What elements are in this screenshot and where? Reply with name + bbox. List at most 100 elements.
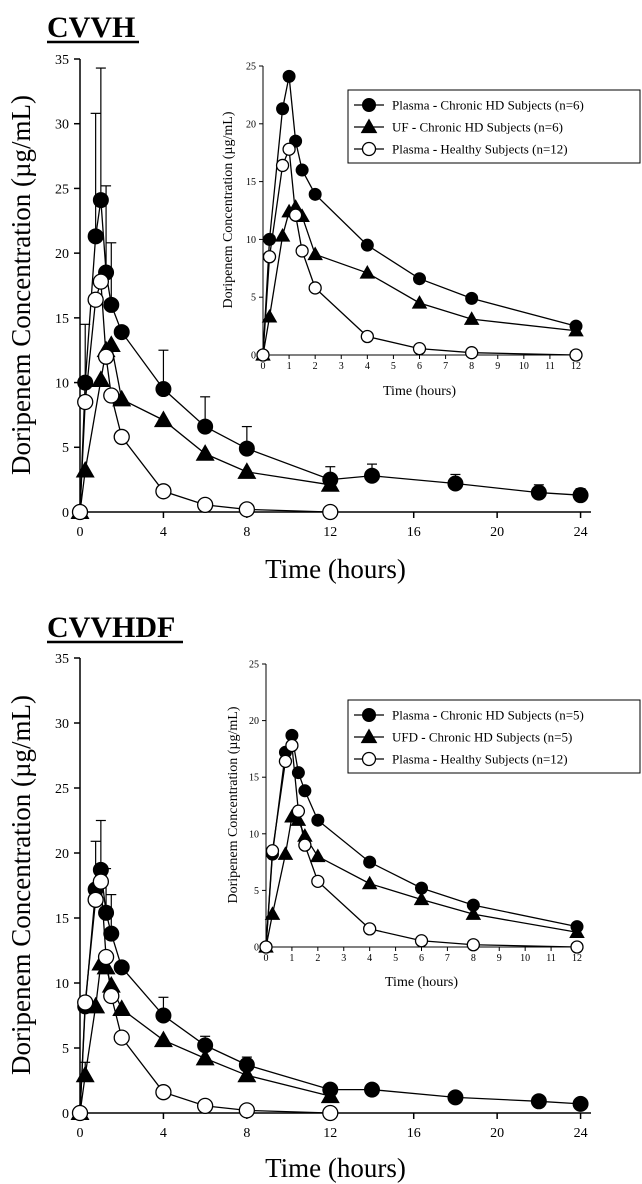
- data-point: [570, 940, 584, 954]
- data-point: [311, 813, 325, 827]
- data-point: [91, 370, 111, 387]
- y-axis-label: Doripenem Concentration (µg/mL): [221, 111, 236, 308]
- y-axis-label: Doripenem Concentration (µg/mL): [6, 695, 36, 1075]
- data-point: [322, 503, 339, 521]
- data-point: [262, 250, 277, 264]
- x-tick-label: 2: [315, 953, 320, 964]
- data-point: [103, 296, 120, 313]
- data-point: [97, 348, 115, 365]
- data-point: [308, 187, 322, 201]
- data-point: [87, 228, 104, 245]
- x-tick-label: 0: [77, 1126, 84, 1141]
- data-point: [92, 273, 110, 290]
- data-point: [465, 291, 479, 305]
- data-point: [197, 418, 214, 435]
- data-point: [463, 311, 480, 325]
- legend: Plasma - Chronic HD Subjects (n=5)UFD - …: [347, 699, 641, 774]
- legend-marker: [360, 118, 378, 134]
- data-point: [288, 208, 303, 222]
- y-tick-label: 5: [62, 1042, 69, 1057]
- data-point: [256, 348, 270, 362]
- data-point: [71, 1104, 89, 1122]
- y-tick-label: 0: [62, 1107, 69, 1122]
- series-0: [72, 819, 589, 1121]
- x-tick-label: 16: [407, 1126, 421, 1141]
- legend-entry: Plasma - Chronic HD Subjects (n=6): [354, 98, 584, 113]
- data-point: [322, 1104, 339, 1122]
- data-point: [274, 228, 291, 242]
- y-tick-label: 25: [246, 62, 256, 73]
- data-point: [237, 462, 257, 479]
- y-tick-label: 20: [246, 119, 256, 130]
- series-line: [79, 343, 331, 513]
- legend-marker: [362, 98, 376, 112]
- x-tick-label: 7: [445, 953, 450, 964]
- data-point: [360, 238, 374, 252]
- legend-label-group: Chronic HD Subjects (n=5): [429, 730, 572, 745]
- data-point: [75, 1065, 95, 1083]
- y-tick-label: 0: [254, 943, 259, 954]
- data-point: [77, 994, 94, 1011]
- data-point: [291, 804, 306, 818]
- legend-entry: Plasma - Chronic HD Subjects (n=5): [354, 708, 584, 723]
- x-tick-label: 1: [287, 361, 292, 372]
- data-point: [195, 444, 215, 461]
- x-tick-label: 8: [243, 525, 250, 540]
- data-point: [411, 295, 428, 309]
- x-tick-label: 5: [391, 361, 396, 372]
- x-axis-label: Time (hours): [383, 384, 456, 399]
- data-point: [465, 906, 482, 920]
- data-point: [259, 940, 273, 954]
- data-point: [295, 163, 309, 177]
- series-2: [256, 142, 583, 362]
- x-tick-label: 9: [495, 361, 500, 372]
- data-point: [465, 346, 479, 360]
- y-tick-label: 20: [249, 716, 259, 727]
- legend-label: Plasma - Healthy Subjects (n=12): [392, 752, 568, 767]
- data-point: [263, 232, 277, 246]
- data-point: [92, 873, 110, 890]
- data-point: [98, 904, 115, 921]
- x-tick-label: 12: [323, 1126, 337, 1141]
- panel-title: CVVH: [47, 11, 135, 44]
- data-point: [71, 503, 89, 521]
- x-tick-label: 9: [497, 953, 502, 964]
- data-point: [320, 475, 340, 492]
- legend-label-group: Chronic HD Subjects (n=5): [440, 708, 583, 723]
- data-point: [413, 272, 426, 286]
- series-2: [259, 738, 584, 954]
- data-point: [103, 925, 120, 942]
- x-tick-label: 4: [160, 1126, 167, 1141]
- data-point: [282, 142, 296, 156]
- legend-marker: [360, 728, 378, 744]
- x-tick-label: 11: [545, 361, 555, 372]
- series-line: [262, 148, 577, 356]
- series-1: [70, 335, 340, 519]
- x-tick-label: 6: [417, 361, 422, 372]
- legend-label: Plasma - Chronic HD Subjects (n=6): [392, 98, 584, 113]
- legend-separator: -: [430, 142, 441, 157]
- legend-label-sample: Plasma: [392, 752, 430, 767]
- x-tick-label: 12: [571, 361, 581, 372]
- data-point: [75, 460, 95, 478]
- x-tick-label: 1: [289, 953, 294, 964]
- legend-marker: [362, 708, 376, 722]
- y-tick-label: 5: [62, 441, 69, 456]
- series-line: [79, 869, 581, 1114]
- data-point: [277, 846, 294, 860]
- legend-label: UF - Chronic HD Subjects (n=6): [392, 120, 563, 135]
- y-tick-label: 0: [62, 506, 69, 521]
- y-tick-label: 30: [55, 717, 69, 732]
- legend-separator: -: [430, 752, 441, 767]
- legend-label-group: Healthy Subjects (n=12): [440, 752, 567, 767]
- data-point: [413, 891, 430, 906]
- data-point: [196, 1097, 214, 1114]
- data-point: [568, 322, 584, 337]
- legend-separator: -: [409, 120, 420, 135]
- x-tick-label: 5: [393, 953, 398, 964]
